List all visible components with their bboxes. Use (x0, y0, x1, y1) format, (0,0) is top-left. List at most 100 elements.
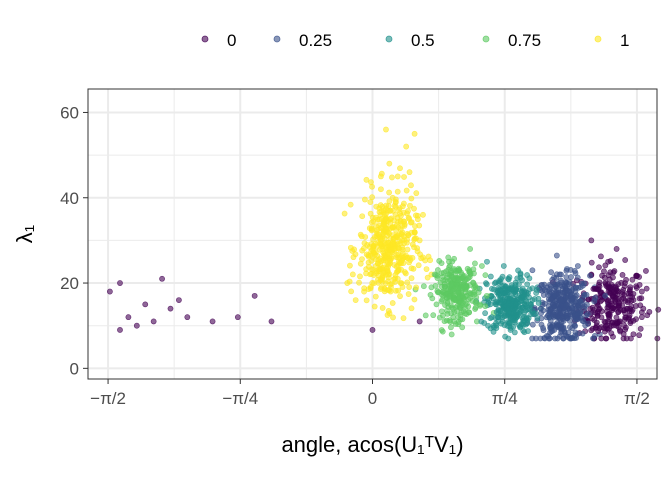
point-0.25-dense-334 (552, 283, 559, 290)
point-0-dense-98 (588, 259, 595, 266)
point-0.25-dense-353 (555, 321, 562, 328)
data-points (106, 126, 662, 342)
x-tick-label: π/4 (492, 389, 518, 408)
point-1-dense-217 (372, 214, 379, 221)
point-0.75-dense-166 (482, 303, 489, 310)
point-0.5-dense-175 (493, 322, 500, 329)
point-1-dense-417 (375, 260, 381, 267)
legend-key (594, 35, 602, 43)
point-0.5-dense-100 (490, 328, 497, 335)
point-0.5-dense-171 (487, 273, 494, 280)
point-1-dense-355 (411, 236, 418, 243)
point-0.25-dense-183 (529, 321, 536, 328)
point-1-dense-386 (377, 241, 384, 248)
point-1-dense-352 (407, 219, 414, 226)
point-0.75-dense-257 (454, 308, 460, 315)
point-1-dense-387 (396, 254, 403, 261)
point-1-dense-208 (371, 303, 378, 310)
x-tick-label: −π/4 (222, 389, 258, 408)
point-1-dense-211 (416, 222, 423, 229)
point-0.5-dense-252 (483, 280, 489, 287)
point-0.5-dense-280 (505, 295, 512, 302)
point-1-dense-377 (413, 190, 420, 197)
point-0.75-dense-145 (443, 268, 450, 275)
point-0-dense-217 (622, 316, 628, 323)
point-0.75-dense-238 (460, 283, 467, 290)
point-0.75-dense-256 (465, 296, 472, 303)
point-0.5-dense-299 (481, 320, 488, 326)
point-1-dense-416 (390, 246, 397, 253)
point-0.75-dense-215 (448, 304, 455, 311)
legend-label: 0 (227, 31, 236, 50)
point-0.75-dense-209 (451, 255, 457, 262)
point-0.75-dense-246 (456, 276, 463, 283)
point-1-dense-318 (372, 293, 379, 300)
point-1-dense-294 (386, 310, 393, 317)
point-1-dense-375 (368, 257, 375, 264)
point-1-dense-370 (375, 268, 382, 274)
point-0.25-dense-230 (567, 267, 574, 273)
point-1-dense-341 (359, 247, 366, 254)
point-0.5-dense-296 (488, 314, 495, 321)
point-1-dense-404 (406, 284, 413, 290)
point-1-dense-238 (346, 278, 353, 285)
cluster-0.75 (412, 255, 490, 338)
point-1-dense-419 (361, 285, 368, 292)
point-0-dense-94 (596, 264, 602, 271)
point-0-dense-246 (593, 319, 600, 326)
y-tick-label: 0 (70, 359, 79, 378)
point-0-dense-245 (609, 283, 616, 290)
point-0.5-14 (484, 258, 490, 265)
point-1-dense-394 (347, 201, 354, 208)
point-0.5-dense-255 (499, 273, 506, 280)
point-0.75-dense-252 (439, 296, 446, 303)
point-0-dense-241 (627, 318, 634, 325)
point-0.5-dense-277 (497, 299, 504, 306)
point-0-8 (176, 297, 182, 304)
point-0-dense-70 (598, 314, 605, 321)
point-0.75-dense-248 (452, 321, 459, 327)
point-1-dense-219 (367, 199, 374, 205)
point-0.75-dense-250 (470, 279, 476, 286)
point-0-dense-127 (621, 283, 628, 290)
point-1-dense-26 (423, 266, 430, 273)
point-0.75-dense-190 (466, 274, 473, 281)
point-0.5-dense-297 (498, 308, 505, 315)
point-0.75-dense-105 (448, 324, 454, 331)
point-0.25-dense-354 (583, 312, 590, 319)
point-1-dense-395 (401, 269, 408, 275)
legend-item-0.5: 0.5 (385, 31, 435, 50)
point-0.25-dense-62 (563, 274, 570, 280)
point-0-dense-177 (623, 335, 630, 342)
point-0.75-12 (467, 246, 474, 252)
point-0.25-dense-298 (557, 333, 563, 340)
point-0.75-dense-251 (471, 291, 478, 298)
point-1-dense-152 (374, 227, 380, 233)
point-1-dense-411 (377, 202, 384, 209)
y-tick-label: 20 (60, 274, 79, 293)
point-0.75-dense-210 (439, 328, 446, 335)
point-0-dense-255 (605, 272, 612, 279)
point-0-dense-191 (585, 296, 592, 303)
point-0.25-dense-305 (591, 298, 598, 305)
point-0-dense-205 (620, 331, 627, 337)
point-1-dense-383 (409, 254, 416, 261)
point-0.75-dense-240 (474, 285, 481, 292)
point-0-26 (613, 246, 620, 252)
cluster-0.25 (521, 252, 609, 342)
point-1-8 (403, 143, 410, 150)
point-0.5-dense-200 (517, 324, 524, 331)
point-1-dense-372 (411, 229, 418, 236)
point-0-28 (630, 331, 637, 338)
cluster-1 (341, 165, 434, 322)
point-0-dense-250 (613, 320, 620, 327)
point-0.25-dense-314 (557, 316, 564, 323)
point-0.5-dense-292 (523, 321, 529, 328)
point-1-dense-193 (363, 176, 370, 183)
point-0.25-dense-294 (544, 332, 550, 339)
point-0.25-dense-203 (541, 300, 548, 307)
point-0.75-dense-244 (459, 293, 466, 299)
point-0.25-dense-341 (581, 291, 588, 298)
point-0.5-dense-264 (502, 312, 509, 319)
point-0-0 (106, 288, 113, 295)
